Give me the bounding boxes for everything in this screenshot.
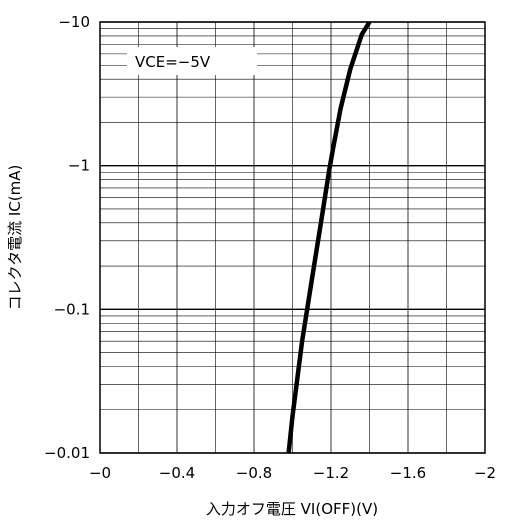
x-tick-label: −1.6 — [390, 464, 426, 482]
x-tick-label: −0 — [89, 464, 111, 482]
plot-frame — [99, 21, 486, 454]
y-axis-title: コレクタ電流 IC(mA) — [6, 165, 24, 311]
minor-gridlines — [100, 22, 485, 453]
x-tick-label: −0.8 — [236, 464, 272, 482]
y-tick-label: −10 — [58, 13, 90, 31]
x-tick-label: −2 — [474, 464, 496, 482]
y-tick-label: −0.1 — [54, 300, 90, 318]
y-tick-labels: −0.01 −0.1 −1 −10 — [44, 13, 90, 462]
x-tick-labels: −0 −0.4 −0.8 −1.2 −1.6 −2 — [89, 464, 496, 482]
annotation-vce: VCE=−5V — [135, 53, 211, 71]
y-tick-label: −1 — [68, 157, 90, 175]
series-line — [286, 20, 372, 454]
annotation-box — [127, 47, 257, 75]
x-tick-label: −0.4 — [159, 464, 195, 482]
y-tick-label: −0.01 — [44, 444, 90, 462]
x-tick-label: −1.2 — [313, 464, 349, 482]
x-axis-title: 入力オフ電圧 VI(OFF)(V) — [206, 500, 378, 518]
